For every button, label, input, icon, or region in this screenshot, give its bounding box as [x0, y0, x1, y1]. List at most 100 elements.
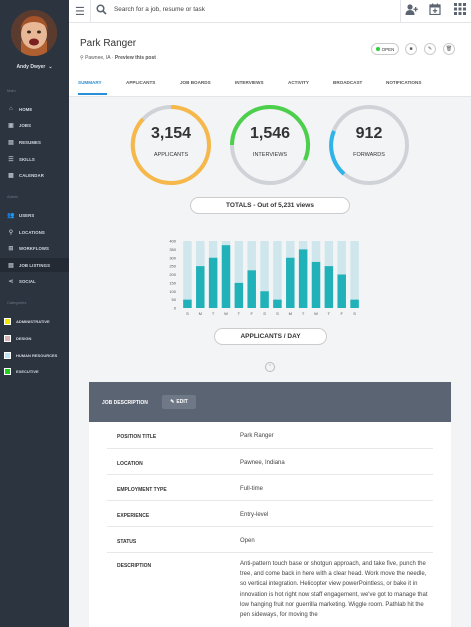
- chevron-up-icon[interactable]: ⌃: [265, 362, 275, 372]
- detail-row-description: DESCRIPTION Anti-pattern touch base or s…: [107, 553, 433, 627]
- bar[interactable]: [350, 299, 359, 308]
- detail-row-status: STATUS Open: [107, 527, 433, 553]
- y-tick-label: 200: [169, 272, 176, 277]
- stat-label: APPLICANTS: [153, 152, 189, 158]
- delete-job-button[interactable]: 🗑: [443, 43, 455, 55]
- stat-label: INTERVIEWS: [252, 152, 288, 158]
- bar[interactable]: [337, 274, 346, 309]
- category-administrative[interactable]: ADMINISTRATIVE: [0, 315, 69, 327]
- tab-job-boards[interactable]: JOB BOARDS: [180, 80, 211, 85]
- sidebar-item-jobs[interactable]: ▣ JOBS: [8, 122, 32, 129]
- briefcase-icon: ▣: [8, 122, 14, 129]
- x-tick-label: W: [224, 311, 228, 316]
- sidebar-item-job-listings[interactable]: ▤ JOB LISTINGS: [0, 258, 69, 272]
- sidebar-item-locations[interactable]: ⚲ LOCATIONS: [8, 229, 45, 236]
- bar[interactable]: [298, 249, 308, 308]
- bookmark-button[interactable]: ■: [405, 43, 417, 55]
- x-tick-label: W: [314, 311, 318, 316]
- x-tick-label: S: [186, 311, 189, 316]
- list-icon: ☰: [8, 156, 14, 163]
- category-human-resources[interactable]: HUMAN RESOURCES: [0, 349, 69, 361]
- bar[interactable]: [324, 266, 334, 308]
- job-description-panel: JOB DESCRIPTION ✎ EDIT POSITION TITLE Par…: [89, 382, 451, 627]
- users-icon: 👥: [7, 212, 15, 219]
- sidebar-item-resumes[interactable]: ▤ RESUMES: [8, 139, 41, 146]
- bar-background: [260, 241, 269, 308]
- tab-broadcast[interactable]: BROADCAST: [333, 80, 363, 85]
- search-input[interactable]: Search for a job, resume or task: [114, 6, 205, 13]
- x-tick-label: T: [328, 311, 331, 316]
- grid-apps-icon[interactable]: [454, 3, 466, 18]
- bar[interactable]: [234, 282, 244, 308]
- status-dot-icon: [375, 47, 380, 51]
- y-tick-label: 250: [169, 264, 176, 269]
- bar[interactable]: [286, 257, 295, 308]
- bar-background: [234, 241, 244, 308]
- tab-interviews[interactable]: INTERVIEWS: [235, 80, 264, 85]
- bar[interactable]: [196, 266, 205, 308]
- avatar[interactable]: [11, 10, 57, 56]
- y-tick-label: 300: [169, 255, 176, 260]
- top-bar: ☰ Search for a job, resume or task: [69, 0, 471, 23]
- category-swatch: [4, 317, 11, 325]
- sidebar-item-calendar[interactable]: ▦ CALENDAR: [8, 172, 44, 179]
- stat-value: 1,546: [249, 125, 291, 142]
- bar[interactable]: [208, 257, 218, 308]
- detail-value: Full-time: [240, 486, 264, 492]
- y-tick-label: 50: [172, 297, 177, 302]
- category-swatch: [4, 334, 11, 342]
- detail-key: POSITION TITLE: [117, 434, 157, 440]
- bar[interactable]: [260, 291, 269, 308]
- bar[interactable]: [273, 299, 282, 308]
- search-icon[interactable]: [96, 4, 107, 18]
- pencil-icon: ✎: [427, 46, 433, 52]
- tab-activity[interactable]: ACTIVITY: [288, 80, 309, 85]
- page-title: Park Ranger: [80, 38, 137, 49]
- bar[interactable]: [311, 261, 321, 308]
- sidebar-item-social[interactable]: ⋖ SOCIAL: [8, 278, 36, 285]
- trash-icon: 🗑: [445, 46, 453, 52]
- edit-job-button[interactable]: ✎: [424, 43, 436, 55]
- applicants-bar-chart: 400 350 300 250 200 150 100 50 0 S M T W T F S S M T W T F S: [169, 239, 359, 316]
- bookmark-icon: ■: [409, 46, 413, 52]
- sidebar-item-home[interactable]: ⌂ HOME: [0, 102, 69, 116]
- preview-link[interactable]: Preview this post: [114, 55, 156, 61]
- bar[interactable]: [183, 299, 192, 308]
- map-pin-icon: ⚲: [8, 229, 14, 236]
- stat-label: FORWARDS: [353, 152, 385, 158]
- bar-background: [350, 241, 359, 308]
- tab-notifications[interactable]: NOTIFICATIONS: [386, 80, 422, 85]
- detail-value: Open: [240, 538, 255, 544]
- detail-value: Park Ranger: [240, 433, 274, 439]
- detail-value: Pawnee, Indiana: [240, 460, 285, 466]
- user-menu[interactable]: Andy Dwyer ⌄: [0, 64, 69, 70]
- bar-background: [183, 241, 192, 308]
- x-tick-label: F: [340, 311, 343, 316]
- applicants-per-day-button[interactable]: APPLICANTS / DAY: [214, 328, 327, 345]
- detail-key: STATUS: [117, 539, 137, 545]
- sidebar-item-workflows[interactable]: ⊞ WORKFLOWS: [8, 245, 50, 252]
- x-tick-label: M: [289, 311, 292, 316]
- bar[interactable]: [247, 270, 256, 308]
- chevron-down-icon: ⌄: [48, 64, 53, 70]
- status-badge[interactable]: OPEN: [371, 43, 399, 55]
- edit-description-button[interactable]: ✎ EDIT: [162, 395, 196, 409]
- sidebar-item-skills[interactable]: ☰ SKILLS: [8, 156, 35, 163]
- add-user-icon[interactable]: [405, 3, 418, 19]
- detail-value: Entry-level: [240, 512, 269, 518]
- detail-key: LOCATION: [117, 461, 143, 467]
- section-label-categories: Categories: [7, 300, 27, 305]
- calendar-add-icon[interactable]: [429, 3, 441, 18]
- hamburger-menu-icon[interactable]: ☰: [75, 6, 85, 18]
- sidebar-item-users[interactable]: 👥 USERS: [7, 212, 35, 219]
- x-tick-label: M: [199, 311, 202, 316]
- category-executive[interactable]: EXECUTIVE: [0, 365, 69, 377]
- totals-button[interactable]: TOTALS - Out of 5,231 views: [190, 197, 350, 214]
- detail-row-experience: EXPERIENCE Entry-level: [107, 501, 433, 527]
- tab-summary[interactable]: SUMMARY: [78, 80, 102, 85]
- bar[interactable]: [221, 245, 231, 308]
- share-icon: ⋖: [8, 278, 14, 285]
- x-tick-label: S: [353, 311, 356, 316]
- category-design[interactable]: DESIGN: [0, 332, 69, 344]
- tab-applicants[interactable]: APPLICANTS: [126, 80, 156, 85]
